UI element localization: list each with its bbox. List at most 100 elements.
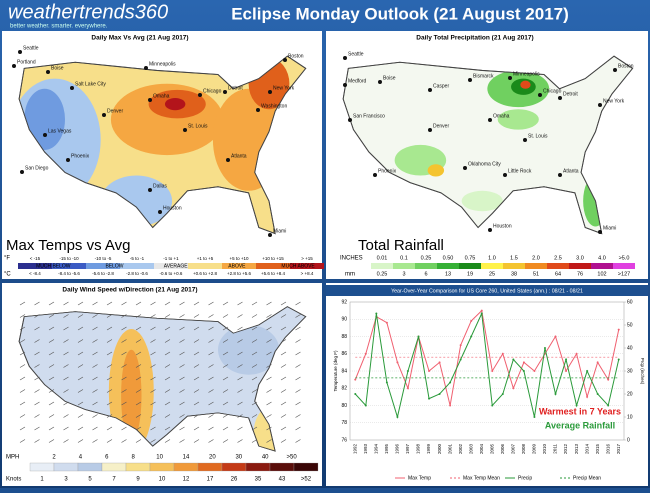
point — [459, 344, 462, 347]
legend-swatch — [86, 263, 120, 269]
wind-arrow — [135, 326, 142, 331]
x-tick-label: 2004 — [479, 444, 484, 455]
wind-arrow — [222, 426, 229, 431]
wind-arrow — [266, 414, 272, 418]
wind-arrow — [106, 314, 113, 318]
city-dot — [558, 173, 562, 177]
legend-label: 26 — [231, 477, 238, 483]
city-dot — [256, 108, 260, 112]
wind-arrow — [106, 401, 113, 406]
legend-label: 19 — [467, 271, 473, 277]
wind-arrow — [295, 376, 301, 381]
wind-arrow — [237, 301, 243, 306]
city-label: Houston — [163, 205, 182, 211]
city-dot — [428, 88, 432, 92]
city-label: Omaha — [153, 93, 170, 99]
y-tick-label: 90 — [341, 317, 347, 323]
legend-label: 13 — [445, 271, 451, 277]
wind-arrow — [266, 401, 272, 406]
legend-label: 7 — [112, 477, 116, 483]
wind-arrow — [150, 426, 156, 431]
wind-arrow — [92, 426, 98, 431]
y-tick-label: 88 — [341, 334, 347, 340]
wind-arrow — [222, 326, 229, 331]
city-label: Chicago — [203, 88, 222, 94]
legend-swatch — [197, 462, 223, 472]
wind-arrow — [251, 401, 258, 406]
point — [406, 370, 409, 372]
legend-label: > +8.4 — [301, 271, 314, 276]
y2-tick-label: 0 — [627, 437, 630, 443]
point — [354, 393, 357, 395]
x-tick-label: 2003 — [468, 444, 473, 455]
wind-arrow — [34, 301, 40, 306]
wind-arrow — [19, 326, 26, 331]
point — [533, 416, 536, 418]
wind-arrow — [280, 364, 287, 368]
unit: INCHES — [340, 256, 363, 262]
legend-label: 40 — [262, 455, 269, 461]
wind-arrow — [77, 314, 84, 318]
wind-arrow — [280, 326, 287, 331]
wind-arrow — [150, 314, 156, 318]
wind-arrow — [295, 414, 301, 418]
city-label: Oklahoma City — [468, 161, 501, 167]
wind-arrow — [19, 301, 26, 306]
y-tick-label: 82 — [341, 386, 347, 392]
wind-arrow — [266, 351, 272, 356]
wind-arrow — [280, 376, 287, 381]
city-label: Seattle — [23, 45, 39, 51]
map-label: Total Rainfall — [358, 237, 444, 254]
legend-label: 51 — [533, 271, 539, 277]
series-line — [354, 309, 620, 406]
x-tick-label: 1992 — [352, 444, 357, 455]
wind-arrow — [34, 414, 40, 418]
wind-arrow — [222, 301, 229, 306]
city-label: Washington — [261, 103, 287, 109]
legend-label: 3 — [402, 271, 405, 277]
legend-swatch — [256, 263, 290, 269]
legend-swatch — [525, 263, 547, 269]
city-dot — [148, 188, 152, 192]
city-dot — [468, 78, 472, 82]
legend-label: 4.0 — [598, 255, 606, 261]
wind-arrow — [63, 439, 69, 443]
legend-label: Precip — [518, 475, 532, 481]
y2-tick-label: 50 — [627, 322, 633, 328]
wind-arrow — [34, 339, 40, 343]
wind-arrow — [164, 339, 171, 343]
wind-arrow — [179, 426, 185, 431]
legend-label: 1.5 — [510, 255, 518, 261]
wind-arrow — [48, 364, 55, 368]
legend-swatch — [53, 462, 79, 472]
wind-arrow — [77, 426, 84, 431]
wind-arrow — [164, 364, 171, 368]
city-label: Boise — [383, 75, 396, 81]
wind-arrow — [222, 339, 229, 343]
legend-label: 25 — [489, 271, 495, 277]
legend-class: AVERAGE — [164, 263, 188, 269]
legend-label: 2.0 — [532, 255, 540, 261]
wind-arrow — [295, 301, 301, 306]
point — [607, 378, 610, 381]
wind-arrow — [19, 426, 26, 431]
point — [417, 335, 420, 338]
wind-arrow — [19, 376, 26, 381]
wind-arrow — [193, 364, 200, 368]
city-dot — [70, 86, 74, 90]
legend-swatch — [290, 263, 324, 269]
x-tick-label: 2013 — [574, 444, 579, 455]
series-line — [354, 311, 620, 419]
legend-label: +5.6 to +8.4 — [261, 271, 286, 276]
wind-arrow — [34, 326, 40, 331]
city-label: Detroit — [228, 85, 243, 91]
legend-label: 0.50 — [443, 255, 454, 261]
x-tick-label: 2014 — [584, 444, 589, 455]
wind-arrow — [34, 426, 40, 431]
unit: °C — [4, 272, 11, 278]
wind-arrow — [208, 426, 214, 431]
wind-arrow — [266, 314, 272, 318]
wind-arrow — [179, 376, 185, 381]
point — [470, 319, 473, 322]
chart-title-bar — [326, 285, 648, 296]
